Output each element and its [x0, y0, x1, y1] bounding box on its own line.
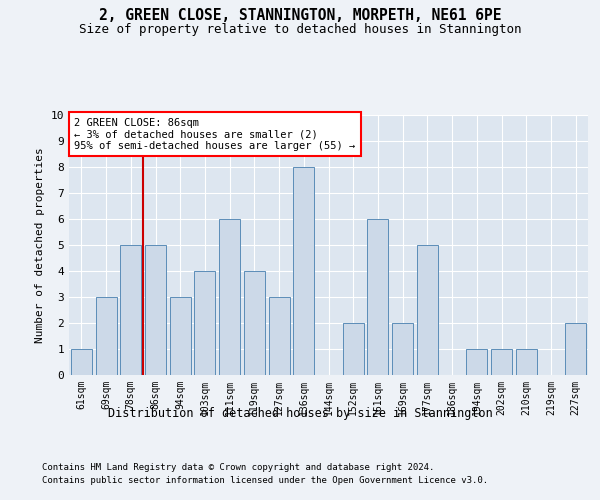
Bar [293, 167, 314, 375]
Bar [244, 271, 265, 375]
Bar [95, 297, 116, 375]
Y-axis label: Number of detached properties: Number of detached properties [35, 147, 45, 343]
Bar [269, 297, 290, 375]
Bar [367, 219, 388, 375]
Bar [170, 297, 191, 375]
Bar [516, 349, 537, 375]
Bar [565, 323, 586, 375]
Text: Contains public sector information licensed under the Open Government Licence v3: Contains public sector information licen… [42, 476, 488, 485]
Text: Size of property relative to detached houses in Stannington: Size of property relative to detached ho… [79, 22, 521, 36]
Bar [145, 245, 166, 375]
Text: Contains HM Land Registry data © Crown copyright and database right 2024.: Contains HM Land Registry data © Crown c… [42, 462, 434, 471]
Text: 2, GREEN CLOSE, STANNINGTON, MORPETH, NE61 6PE: 2, GREEN CLOSE, STANNINGTON, MORPETH, NE… [99, 8, 501, 22]
Bar [194, 271, 215, 375]
Text: Distribution of detached houses by size in Stannington: Distribution of detached houses by size … [107, 408, 493, 420]
Bar [343, 323, 364, 375]
Bar [219, 219, 240, 375]
Bar [120, 245, 141, 375]
Bar [392, 323, 413, 375]
Bar [491, 349, 512, 375]
Bar [417, 245, 438, 375]
Text: 2 GREEN CLOSE: 86sqm
← 3% of detached houses are smaller (2)
95% of semi-detache: 2 GREEN CLOSE: 86sqm ← 3% of detached ho… [74, 118, 355, 151]
Bar [466, 349, 487, 375]
Bar [71, 349, 92, 375]
